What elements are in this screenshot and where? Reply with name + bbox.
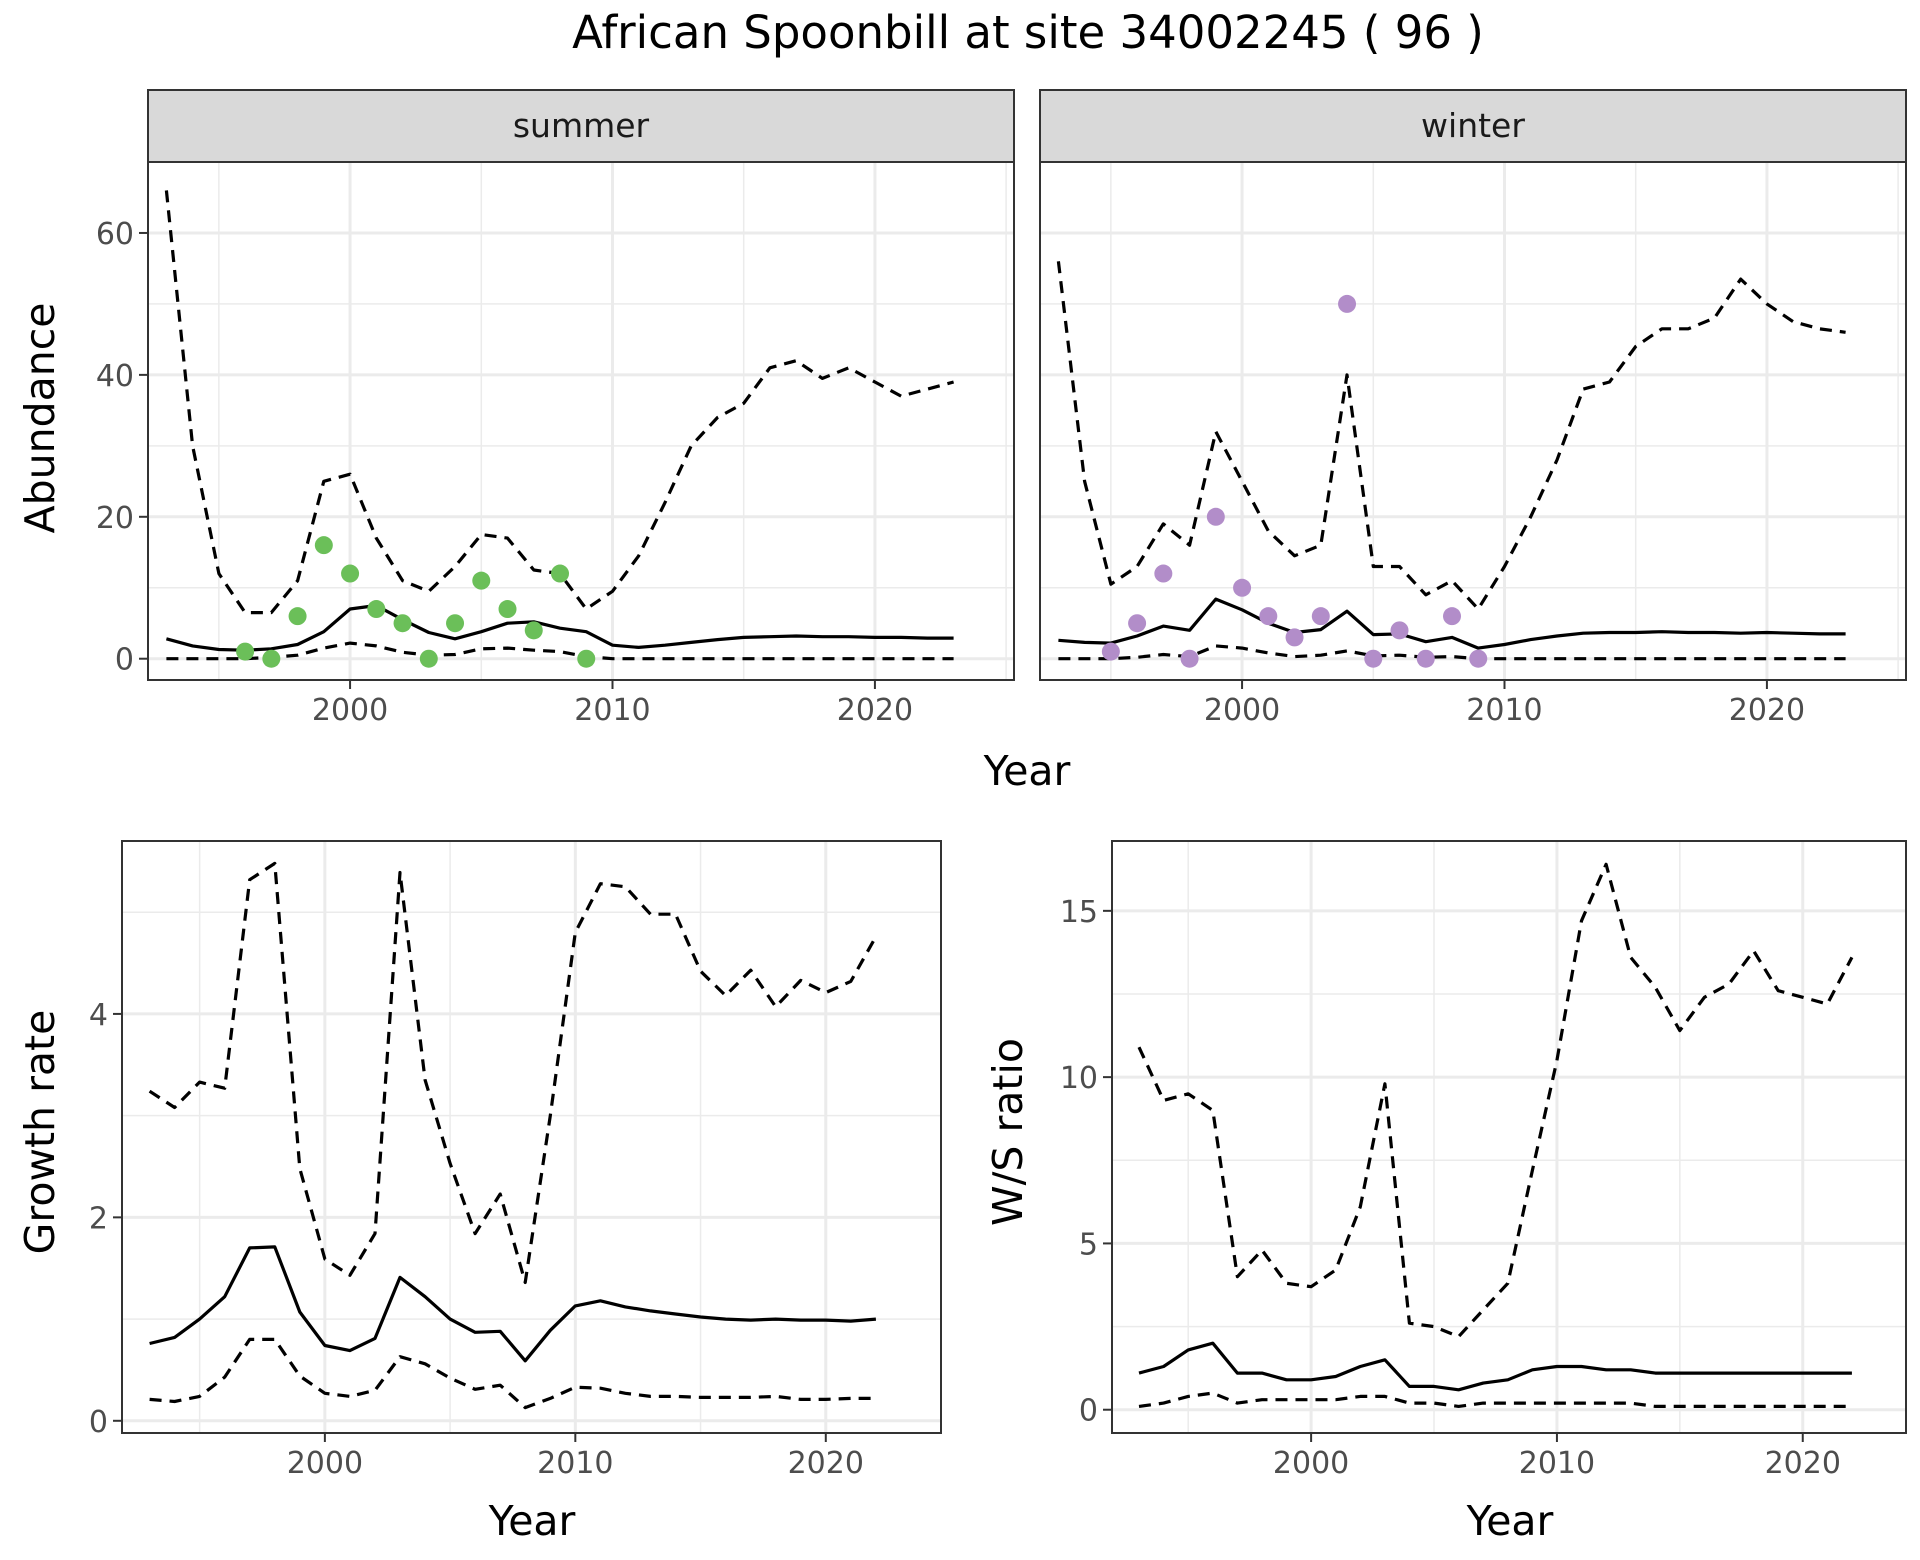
- growth-rate-panel: 2000 2010 2020 0 2 4: [89, 840, 942, 1481]
- panel-background: [148, 162, 1014, 680]
- series-line-dashed: [148, 861, 878, 1285]
- data-point: [1233, 578, 1252, 597]
- data-point: [314, 536, 333, 555]
- top-x-axis-title: Year: [983, 747, 1071, 795]
- x-tick-label: 2020: [837, 693, 913, 728]
- panel-background: [1040, 162, 1906, 680]
- data-point: [1128, 614, 1147, 633]
- facet-strip: [1039, 89, 1907, 163]
- y-tick-label: 0: [89, 1405, 108, 1440]
- growth-x-axis-title: Year: [488, 1497, 576, 1545]
- y-tick-label: 5: [1079, 1227, 1098, 1262]
- series-line-dashed: [1056, 261, 1846, 611]
- top-y-axis-title: Abundance: [16, 303, 64, 534]
- y-tick-label: 2: [89, 1201, 108, 1236]
- data-point: [1285, 628, 1304, 647]
- ws-ratio-panel: 2000 2010 2020 0 5 10 15: [1060, 840, 1907, 1481]
- data-point: [1390, 621, 1409, 640]
- y-tick-label: 15: [1060, 895, 1098, 930]
- data-point: [1416, 649, 1435, 668]
- data-point: [472, 571, 491, 590]
- x-tick-label: 2010: [537, 1446, 613, 1481]
- series-line-solid: [165, 603, 954, 652]
- panel-border: [121, 840, 942, 1434]
- data-point: [524, 621, 543, 640]
- data-point: [288, 607, 307, 626]
- data-point: [1101, 642, 1120, 661]
- data-point: [341, 564, 360, 583]
- summer-panel: summer 2000 2010 2020 0 20 40 60: [96, 89, 1015, 728]
- winter-panel: winter 2000 2010 2020: [1039, 89, 1907, 728]
- series-line-solid: [149, 1245, 877, 1363]
- x-tick-label: 2000: [1273, 1446, 1349, 1481]
- data-point: [1311, 607, 1330, 626]
- series-line-dashed: [166, 641, 954, 661]
- data-point: [393, 614, 412, 633]
- x-tick-label: 2010: [1519, 1446, 1595, 1481]
- data-point: [1469, 649, 1488, 668]
- series-line-dashed: [149, 1337, 876, 1410]
- panel-background: [122, 841, 941, 1433]
- data-point: [1206, 507, 1225, 526]
- data-point: [577, 649, 596, 668]
- x-tick-label: 2000: [312, 693, 388, 728]
- series-line-dashed: [1138, 1391, 1852, 1408]
- facet-strip-label: summer: [513, 106, 650, 145]
- data-point: [1180, 649, 1199, 668]
- y-tick-label: 10: [1060, 1061, 1098, 1096]
- y-tick-label: 0: [115, 643, 134, 678]
- data-point: [498, 600, 517, 619]
- y-tick-label: 0: [1079, 1394, 1098, 1429]
- y-tick-label: 4: [89, 998, 108, 1033]
- x-tick-label: 2000: [1204, 693, 1280, 728]
- data-point: [1338, 294, 1357, 313]
- series-line-dashed: [1137, 862, 1854, 1339]
- data-point: [1364, 649, 1383, 668]
- data-point: [1443, 607, 1462, 626]
- ratio-x-axis-title: Year: [1466, 1497, 1554, 1545]
- x-tick-label: 2010: [1466, 693, 1542, 728]
- facet-strip: [147, 89, 1015, 163]
- x-tick-label: 2020: [788, 1446, 864, 1481]
- ratio-y-axis-title: W/S ratio: [984, 1038, 1032, 1226]
- data-point: [236, 642, 255, 661]
- series-line-solid: [1138, 1341, 1852, 1392]
- panel-background: [1112, 841, 1906, 1433]
- facet-strip-label: winter: [1421, 106, 1525, 145]
- x-tick-label: 2010: [574, 693, 650, 728]
- data-point: [551, 564, 570, 583]
- panel-border: [1111, 840, 1907, 1434]
- chart-title: African Spoonbill at site 34002245 ( 96 …: [572, 6, 1484, 59]
- series-line-solid: [1058, 597, 1846, 650]
- data-point: [1259, 607, 1278, 626]
- data-point: [367, 600, 386, 619]
- data-point: [419, 649, 438, 668]
- x-tick-label: 2000: [287, 1446, 363, 1481]
- growth-y-axis-title: Growth rate: [16, 1010, 64, 1255]
- data-point: [446, 614, 465, 633]
- data-point: [1154, 564, 1173, 583]
- data-point: [262, 649, 281, 668]
- x-tick-label: 2020: [1729, 693, 1805, 728]
- y-tick-label: 40: [96, 359, 134, 394]
- y-tick-label: 60: [96, 217, 134, 252]
- y-tick-label: 20: [96, 501, 134, 536]
- x-tick-label: 2020: [1765, 1446, 1841, 1481]
